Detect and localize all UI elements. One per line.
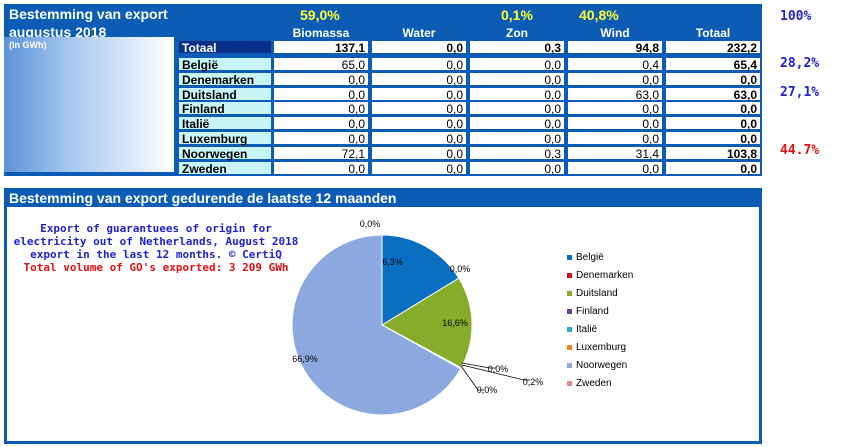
col-header-biomassa: Biomassa [292,26,350,40]
pct-duitsland: 27,1% [780,85,820,100]
legend-swatch [567,254,572,260]
legend-item: Finland [567,306,609,317]
note-total: Total volume of GO's exported: 3 209 GWh [23,261,289,274]
table-sidebar [4,37,174,172]
table-cell: 232,2 [665,40,761,55]
note-line-3: export in the last 12 months. © CertiQ [30,248,282,261]
legend-item: Italië [567,324,597,335]
note-line-2: electricity out of Netherlands, August 2… [13,235,299,248]
table-cell: 0,0 [567,116,663,131]
table-cell: 0,0 [567,101,663,116]
table-cell: 0,0 [665,116,761,131]
table-cell: 0,0 [665,131,761,146]
table-cell: 103,8 [665,145,761,161]
row-label: Noorwegen [178,145,272,161]
table-cell: 0,0 [273,71,369,87]
table-cell: 0,0 [469,71,565,87]
row-label: België [178,57,272,72]
table-cell: 0,0 [371,116,467,131]
table-cell: 0,3 [469,145,565,161]
share-biomassa: 59,0% [300,7,340,23]
table-cell: 0,4 [567,57,663,72]
table-cell: 0,0 [273,101,369,116]
table-cell: 0,0 [371,131,467,146]
table-cell: 65,4 [665,57,761,72]
table-cell: 0,0 [567,131,663,146]
share-zon: 0,1% [501,7,533,23]
legend-item: Zweden [567,378,612,389]
legend-item: Noorwegen [567,360,627,371]
table-cell: 0,0 [469,131,565,146]
legend-item: Duitsland [567,288,618,299]
table-cell: 0,0 [273,131,369,146]
share-wind: 40,8% [579,7,619,23]
table-cell: 65,0 [273,57,369,72]
chart-panel-title: Bestemming van export gedurende de laats… [9,190,397,206]
table-cell: 0,0 [371,40,467,55]
unit-label: (In GWh) [9,40,47,50]
row-label: Duitsland [178,86,272,102]
legend-item: Denemarken [567,270,633,281]
legend-label: Luxemburg [576,342,627,353]
table-cell: 0,0 [567,71,663,87]
table-cell: 0,0 [371,160,467,176]
legend-swatch [567,344,572,350]
legend-swatch [567,326,572,332]
table-cell: 0,0 [371,101,467,116]
legend-label: Italië [576,324,598,335]
table-cell: 0,0 [469,160,565,176]
legend-item: Luxemburg [567,342,626,353]
row-label: Denemarken [178,71,272,87]
legend-label: België [576,252,604,263]
legend-label: Duitsland [576,288,618,299]
row-label: Finland [178,101,272,116]
table-cell: 0,0 [371,71,467,87]
row-label: Zweden [178,160,272,176]
note-line-1: Export of guarantuees of origin for [40,222,272,235]
table-cell: 0,0 [469,116,565,131]
legend-swatch [567,272,572,278]
table-cell: 0,3 [469,40,565,55]
table-cell: 31,4 [567,145,663,161]
table-cell: 0,0 [371,57,467,72]
table-cell: 0,0 [371,86,467,102]
table-cell: 63,0 [567,86,663,102]
table-cell: 72,1 [273,145,369,161]
table-cell: 94,8 [567,40,663,55]
legend-swatch [567,290,572,296]
pct-belgie: 28,2% [780,56,820,71]
total-row-label: Totaal [178,40,272,55]
table-cell: 0,0 [371,145,467,161]
table-cell: 63,0 [665,86,761,102]
table-period: augustus 2018 [9,24,107,40]
table-cell: 0,0 [469,101,565,116]
table-cell: 0,0 [665,71,761,87]
col-header-zon: Zon [506,26,528,40]
legend-label: Denemarken [576,270,634,281]
table-cell: 137,1 [273,40,369,55]
col-header-wind: Wind [600,26,630,40]
table-cell: 0,0 [469,57,565,72]
table-cell: 0,0 [567,160,663,176]
legend-swatch [567,308,572,314]
pct-noorwegen: 44.7% [780,143,820,158]
table-cell: 0,0 [273,116,369,131]
col-header-water: Water [402,26,436,40]
legend-swatch [567,362,572,368]
col-header-totaal: Totaal [695,26,731,40]
pct-total: 100% [780,9,812,24]
legend-label: Zweden [576,378,612,389]
legend-item: België [567,252,604,263]
table-cell: 0,0 [273,160,369,176]
table-title: Bestemming van export [9,6,168,22]
legend-swatch [567,380,572,386]
legend-label: Finland [576,306,609,317]
table-cell: 0,0 [273,86,369,102]
row-label: Luxemburg [178,131,272,146]
row-label: Italië [178,116,272,131]
table-cell: 0,0 [665,160,761,176]
legend-label: Noorwegen [576,360,628,371]
table-cell: 0,0 [469,86,565,102]
table-cell: 0,0 [665,101,761,116]
